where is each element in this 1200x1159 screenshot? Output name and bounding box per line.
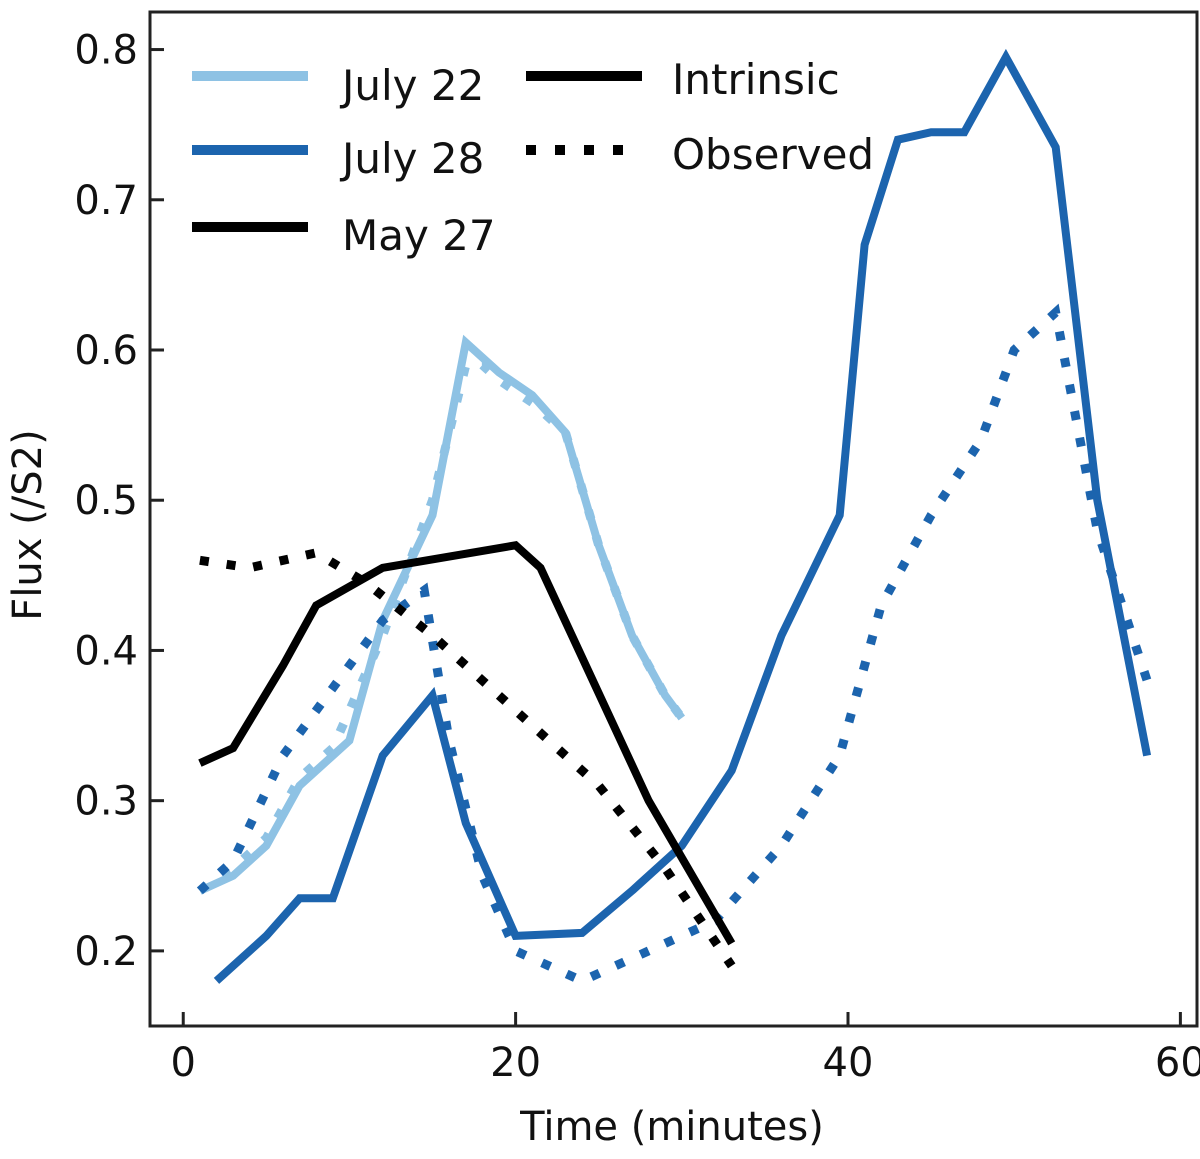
y-axis-title: Flux (/S2) bbox=[5, 429, 51, 620]
series-line-may-27-observed bbox=[199, 548, 736, 969]
series-line-july-22-observed bbox=[197, 360, 686, 895]
x-tick-label-40: 40 bbox=[823, 1040, 874, 1086]
series-layer bbox=[196, 48, 1152, 986]
legend-label-observed: Observed bbox=[672, 130, 874, 179]
legend-label-july-28: July 28 bbox=[339, 134, 484, 183]
y-tick-label-0-2: 0.2 bbox=[74, 929, 138, 975]
series-line-july-28-intrinsic bbox=[213, 48, 1152, 984]
x-axis-title: Time (minutes) bbox=[519, 1104, 824, 1150]
y-tick-label-0-3: 0.3 bbox=[74, 779, 138, 825]
y-tick-label-0-5: 0.5 bbox=[74, 478, 138, 524]
x-tick-label-60: 60 bbox=[1155, 1040, 1200, 1086]
legend: July 22 July 28 May 27 Intrinsic Observe… bbox=[192, 55, 874, 260]
axes-layer bbox=[148, 10, 1199, 1028]
y-tick-label-0-6: 0.6 bbox=[74, 328, 138, 374]
legend-label-may-27: May 27 bbox=[342, 211, 496, 260]
ticks-layer: 0 20 40 60 0.2 0.3 0.4 0.5 0.6 0.7 0.8 bbox=[74, 28, 1200, 1086]
y-tick-label-0-8: 0.8 bbox=[74, 28, 138, 74]
legend-label-july-22: July 22 bbox=[339, 61, 484, 110]
y-tick-label-0-7: 0.7 bbox=[74, 178, 138, 224]
x-tick-label-20: 20 bbox=[490, 1040, 541, 1086]
legend-label-intrinsic: Intrinsic bbox=[672, 55, 840, 104]
x-tick-label-0: 0 bbox=[171, 1040, 196, 1086]
series-line-may-27-intrinsic bbox=[198, 541, 736, 946]
plot-frame bbox=[148, 10, 1199, 1028]
y-tick-label-0-4: 0.4 bbox=[74, 628, 138, 674]
series-line-july-28-observed bbox=[196, 303, 1152, 986]
series-line-july-22-intrinsic bbox=[198, 334, 686, 895]
